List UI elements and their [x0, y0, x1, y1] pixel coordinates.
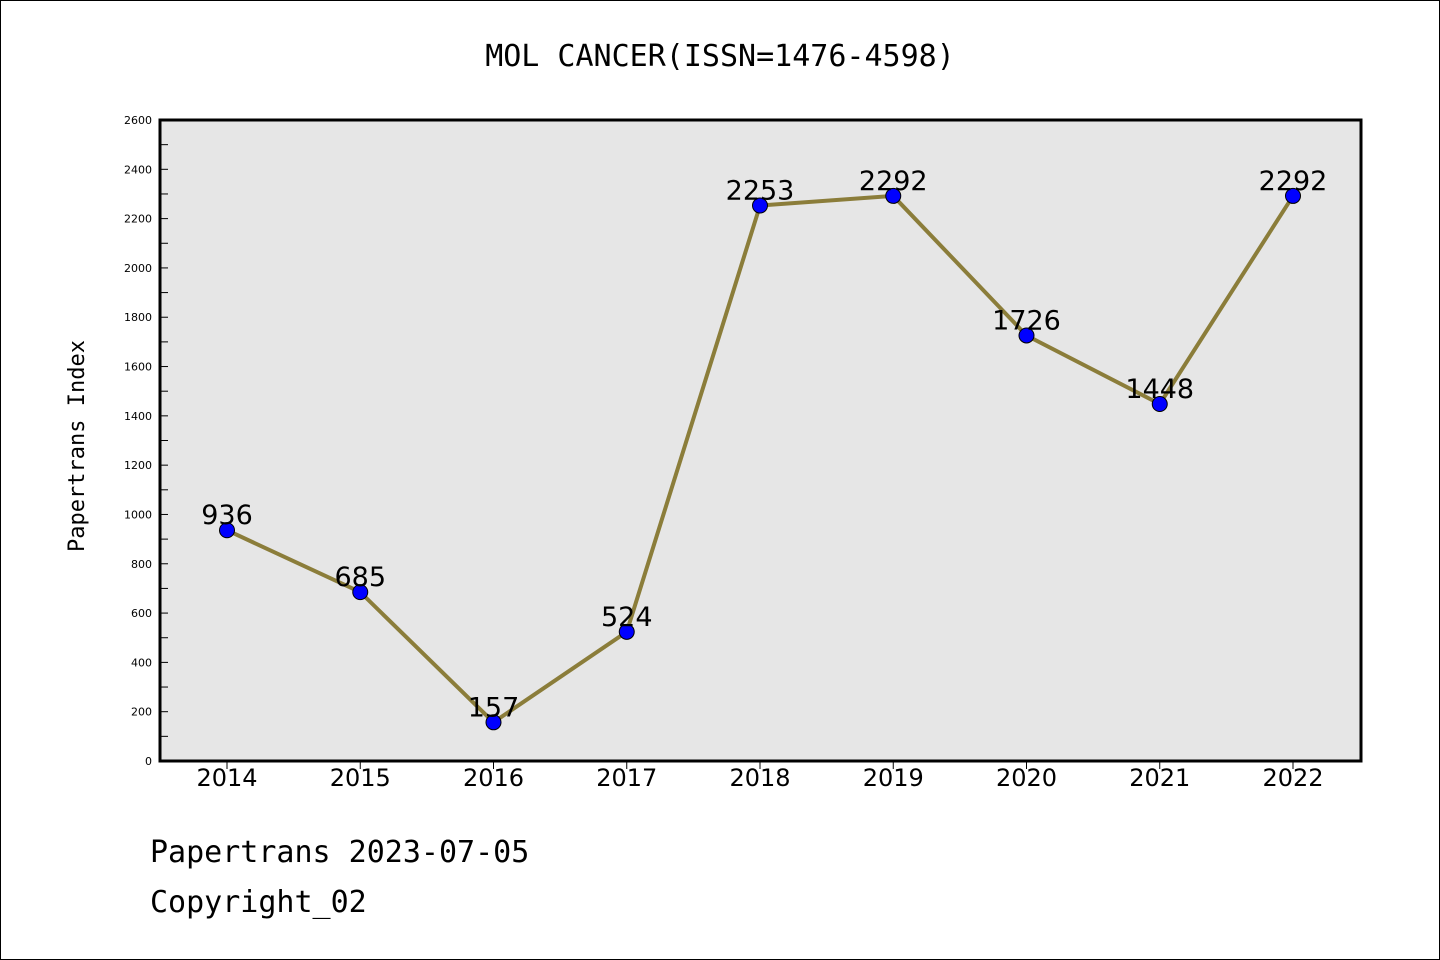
y-tick-label: 2400	[124, 163, 152, 176]
data-point	[1285, 187, 1301, 204]
y-tick-label: 1800	[124, 311, 152, 324]
y-tick-label: 200	[131, 706, 152, 719]
data-point	[1018, 327, 1035, 344]
data-point	[752, 197, 768, 214]
axes: 0 200 400 600 800 1000 1200 1400 1600 1800 2000 220…	[124, 114, 1324, 792]
y-tick-label: 1200	[124, 459, 152, 472]
y-tick-label: 1400	[124, 410, 152, 423]
data-label: 1726	[992, 305, 1061, 336]
y-tick-label: 2200	[124, 213, 152, 226]
data-point	[1151, 396, 1168, 413]
x-tick-label: 2014	[196, 764, 257, 792]
y-tick-label: 0	[145, 755, 152, 768]
y-tick-label: 2600	[124, 114, 152, 127]
data-label: 1448	[1125, 374, 1194, 405]
data-label: 936	[201, 500, 253, 531]
y-tick-label: 800	[131, 558, 152, 571]
y-tick-label: 1600	[124, 361, 152, 374]
y-tick-label: 600	[131, 607, 152, 620]
data-point	[352, 584, 369, 601]
y-axis-label: Papertrans Index	[65, 340, 90, 552]
series: 936 685 157 524 2253 2292 1726 1448 2292	[201, 166, 1328, 731]
data-label: 2292	[1259, 166, 1328, 197]
plot-border	[158, 118, 1363, 763]
data-label: 157	[468, 692, 520, 723]
y-tick-label: 2000	[124, 262, 152, 275]
x-tick-label: 2018	[729, 764, 790, 792]
footer-copyright: Copyright_02	[150, 885, 367, 920]
chart-title: MOL CANCER(ISSN=1476-4598)	[485, 39, 955, 74]
data-label: 2253	[726, 176, 795, 207]
data-label: 685	[334, 562, 386, 593]
y-tick-label: 400	[131, 656, 152, 669]
x-tick-label: 2022	[1262, 764, 1323, 792]
data-point	[885, 187, 902, 204]
data-point	[485, 714, 502, 731]
data-point	[219, 522, 235, 539]
x-tick-label: 2020	[996, 764, 1057, 792]
data-label: 2292	[859, 166, 928, 197]
x-tick-label: 2016	[463, 764, 524, 792]
x-tick-label: 2015	[330, 764, 391, 792]
data-point	[618, 623, 635, 640]
x-tick-label: 2021	[1129, 764, 1190, 792]
x-tick-label: 2017	[596, 764, 657, 792]
x-tick-label: 2019	[863, 764, 924, 792]
y-tick-label: 1000	[124, 508, 152, 521]
plot-area	[160, 120, 1361, 761]
footer-source: Papertrans 2023-07-05	[150, 835, 530, 870]
data-label: 524	[601, 602, 653, 633]
